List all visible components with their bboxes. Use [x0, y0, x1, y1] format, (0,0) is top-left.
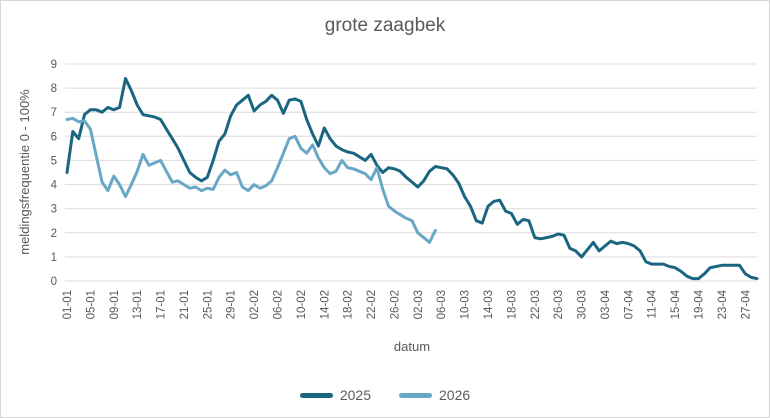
svg-text:14-03: 14-03 [483, 290, 495, 319]
svg-text:30-03: 30-03 [577, 290, 589, 319]
svg-text:22-02: 22-02 [366, 290, 378, 319]
svg-text:13-01: 13-01 [132, 290, 144, 319]
svg-text:19-04: 19-04 [694, 289, 706, 319]
svg-text:8: 8 [51, 83, 57, 95]
svg-text:15-04: 15-04 [670, 289, 682, 319]
svg-text:22-03: 22-03 [530, 290, 542, 319]
svg-text:26-02: 26-02 [390, 290, 402, 319]
svg-text:14-02: 14-02 [319, 290, 331, 319]
svg-text:26-03: 26-03 [553, 290, 565, 319]
svg-text:3: 3 [51, 204, 57, 216]
svg-text:25-01: 25-01 [202, 290, 214, 319]
gridlines [65, 63, 757, 282]
svg-text:01-01: 01-01 [62, 290, 74, 319]
svg-text:18-02: 18-02 [343, 290, 355, 319]
series-lines [65, 77, 759, 281]
svg-text:09-01: 09-01 [109, 290, 121, 319]
svg-text:4: 4 [51, 180, 58, 192]
legend-swatch-2026 [399, 392, 432, 398]
svg-text:27-04: 27-04 [740, 289, 752, 319]
legend-item-2026: 2026 [399, 387, 470, 403]
svg-text:02-02: 02-02 [249, 290, 261, 319]
svg-text:0: 0 [51, 276, 57, 288]
svg-text:17-01: 17-01 [156, 290, 168, 319]
svg-text:06-02: 06-02 [273, 290, 285, 319]
svg-text:07-04: 07-04 [623, 289, 635, 319]
svg-text:18-03: 18-03 [506, 290, 518, 319]
svg-text:11-04: 11-04 [647, 289, 659, 318]
legend-label-2026: 2026 [439, 387, 471, 403]
legend-swatch-2025 [299, 392, 333, 398]
svg-text:23-04: 23-04 [717, 289, 729, 319]
y-axis-title: meldingsfrequentie 0 - 100% [17, 89, 32, 255]
svg-text:7: 7 [51, 107, 57, 119]
svg-text:10-02: 10-02 [296, 290, 308, 319]
legend-label-2025: 2025 [339, 387, 371, 403]
svg-text:1: 1 [51, 252, 57, 264]
svg-text:29-01: 29-01 [226, 290, 238, 319]
svg-text:05-01: 05-01 [85, 290, 97, 319]
legend: 2025 2026 [1, 387, 769, 403]
legend-item-2025: 2025 [299, 387, 371, 403]
x-tick-labels: 01-01 05-01 09-01 13-01 17-01 21-01 25-01 29-01… [62, 289, 752, 319]
y-tick-labels: 0 1 2 3 4 5 6 7 8 9 [51, 59, 58, 288]
svg-text:10-03: 10-03 [460, 290, 472, 319]
svg-text:5: 5 [51, 155, 57, 167]
svg-text:2: 2 [51, 228, 57, 240]
svg-text:06-03: 06-03 [436, 290, 448, 319]
chart-title: grote zaagbek [324, 15, 446, 36]
svg-text:03-04: 03-04 [600, 289, 612, 319]
svg-text:21-01: 21-01 [179, 290, 191, 319]
svg-text:9: 9 [51, 59, 57, 71]
svg-text:6: 6 [51, 131, 57, 143]
svg-text:02-03: 02-03 [413, 290, 425, 319]
x-axis-title: datum [394, 339, 430, 354]
